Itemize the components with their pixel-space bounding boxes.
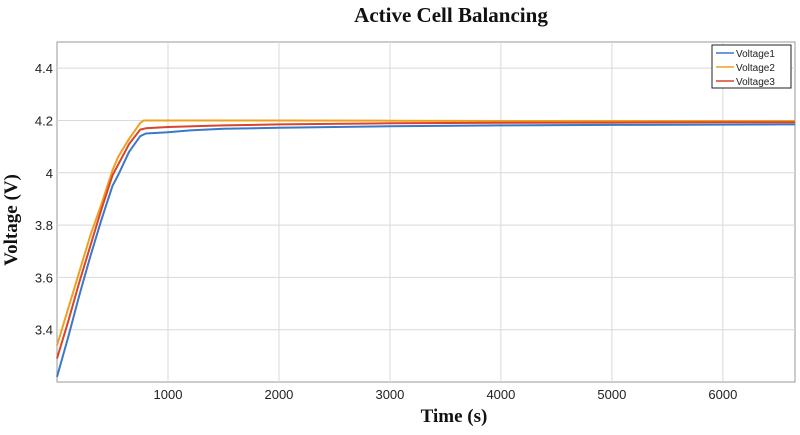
y-tick-label: 3.8 [35, 218, 53, 233]
legend-label-voltage3: Voltage3 [736, 77, 775, 88]
x-tick-label: 2000 [264, 387, 293, 402]
legend-label-voltage2: Voltage2 [736, 63, 775, 74]
grid [57, 42, 795, 382]
y-tick-label: 4 [46, 166, 53, 181]
y-tick-label: 4.4 [35, 61, 53, 76]
x-tick-label: 5000 [597, 387, 626, 402]
series-line-voltage1 [56, 123, 796, 378]
x-tick-label: 6000 [708, 387, 737, 402]
x-tick-label: 4000 [486, 387, 515, 402]
y-tick-label: 3.4 [35, 323, 53, 338]
series-group [56, 119, 796, 378]
x-ticks: 1000 2000 3000 4000 5000 6000 [154, 387, 738, 402]
x-tick-label: 3000 [375, 387, 404, 402]
y-ticks: 3.4 3.6 3.8 4 4.2 4.4 [35, 61, 53, 338]
legend: Voltage1 Voltage2 Voltage3 [711, 44, 792, 89]
y-axis-label: Voltage (V) [1, 174, 22, 266]
x-tick-label: 1000 [154, 387, 183, 402]
legend-label-voltage1: Voltage1 [736, 49, 775, 60]
y-tick-label: 4.2 [35, 113, 53, 128]
series-line-voltage2 [56, 119, 795, 346]
x-axis-label: Time (s) [421, 406, 488, 427]
plot-area [56, 41, 796, 383]
series-line-voltage3 [56, 121, 795, 359]
y-tick-label: 3.6 [35, 270, 53, 285]
chart-title: Active Cell Balancing [354, 3, 548, 27]
